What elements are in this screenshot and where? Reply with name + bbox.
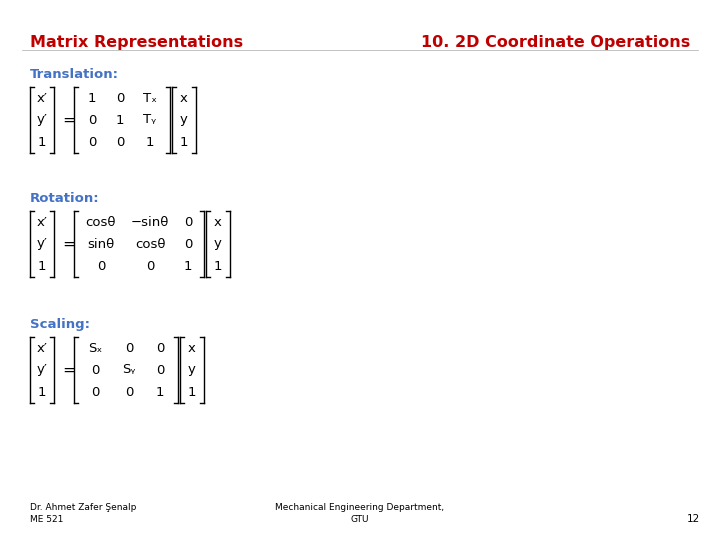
Text: Dr. Ahmet Zafer Şenalp: Dr. Ahmet Zafer Şenalp xyxy=(30,503,136,512)
Text: GTU: GTU xyxy=(351,515,369,524)
Text: 0: 0 xyxy=(156,363,164,376)
Text: 0: 0 xyxy=(184,215,192,228)
Text: Mechanical Engineering Department,: Mechanical Engineering Department, xyxy=(276,503,444,512)
Text: ME 521: ME 521 xyxy=(30,515,63,524)
Text: Scaling:: Scaling: xyxy=(30,318,90,331)
Text: =: = xyxy=(62,237,76,252)
Text: 0: 0 xyxy=(156,341,164,354)
Text: 0: 0 xyxy=(116,136,124,148)
Text: y: y xyxy=(180,113,188,126)
Text: x′: x′ xyxy=(37,215,48,228)
Text: 0: 0 xyxy=(184,238,192,251)
Text: 1: 1 xyxy=(184,260,192,273)
Text: 1: 1 xyxy=(37,136,46,148)
Text: x′: x′ xyxy=(37,341,48,354)
Text: 0: 0 xyxy=(96,260,105,273)
Text: Sᵧ: Sᵧ xyxy=(122,363,135,376)
Text: Matrix Representations: Matrix Representations xyxy=(30,35,243,50)
Text: x: x xyxy=(214,215,222,228)
Text: x: x xyxy=(188,341,196,354)
Text: 1: 1 xyxy=(37,260,46,273)
Text: Translation:: Translation: xyxy=(30,68,119,81)
Text: 1: 1 xyxy=(145,136,154,148)
Text: 0: 0 xyxy=(91,386,99,399)
Text: Sₓ: Sₓ xyxy=(88,341,102,354)
Text: Tₓ: Tₓ xyxy=(143,91,157,105)
Text: 1: 1 xyxy=(37,386,46,399)
Text: 0: 0 xyxy=(116,91,124,105)
Text: −sinθ: −sinθ xyxy=(131,215,169,228)
Text: y: y xyxy=(188,363,196,376)
Text: 0: 0 xyxy=(125,341,133,354)
Text: y′: y′ xyxy=(37,363,48,376)
Text: Rotation:: Rotation: xyxy=(30,192,99,205)
Text: y: y xyxy=(214,238,222,251)
Text: 1: 1 xyxy=(116,113,125,126)
Text: cosθ: cosθ xyxy=(135,238,166,251)
Text: =: = xyxy=(62,112,76,127)
Text: 0: 0 xyxy=(125,386,133,399)
Text: y′: y′ xyxy=(37,238,48,251)
Text: y′: y′ xyxy=(37,113,48,126)
Text: 10. 2D Coordinate Operations: 10. 2D Coordinate Operations xyxy=(420,35,690,50)
Text: sinθ: sinθ xyxy=(87,238,114,251)
Text: 0: 0 xyxy=(88,136,96,148)
Text: =: = xyxy=(62,362,76,377)
Text: cosθ: cosθ xyxy=(86,215,116,228)
Text: x′: x′ xyxy=(37,91,48,105)
Text: 1: 1 xyxy=(180,136,188,148)
Text: Tᵧ: Tᵧ xyxy=(143,113,156,126)
Text: 0: 0 xyxy=(88,113,96,126)
Text: 1: 1 xyxy=(88,91,96,105)
Text: 1: 1 xyxy=(188,386,197,399)
Text: x: x xyxy=(180,91,188,105)
Text: 0: 0 xyxy=(91,363,99,376)
Text: 0: 0 xyxy=(146,260,154,273)
Text: 1: 1 xyxy=(214,260,222,273)
Text: 12: 12 xyxy=(687,514,700,524)
Text: 1: 1 xyxy=(156,386,164,399)
